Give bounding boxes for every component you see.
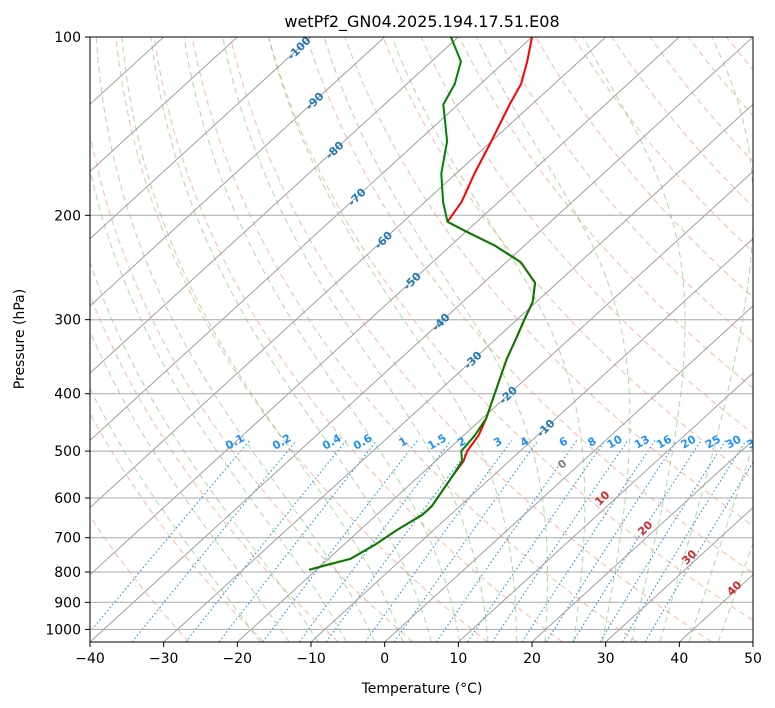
moist-adiabat — [90, 329, 290, 642]
y-tick-label: 800 — [54, 565, 81, 581]
y-tick-label: 100 — [54, 30, 81, 46]
y-tick-label: 600 — [54, 491, 81, 507]
isotherm — [90, 37, 753, 642]
moist-adiabat — [90, 387, 261, 642]
mixing-ratio-line — [644, 461, 753, 642]
x-tick-label: 30 — [597, 651, 615, 667]
moist-adiabat — [659, 37, 753, 642]
x-tick-label: −40 — [75, 651, 105, 667]
x-axis-label: Temperature (°C) — [361, 681, 483, 697]
dry-adiabat — [191, 37, 638, 642]
mixing-ratio-line — [572, 440, 702, 642]
y-tick-label: 500 — [54, 444, 81, 460]
dry-adiabat — [153, 37, 563, 642]
isotherm — [90, 37, 680, 576]
moist-adiabat — [90, 260, 319, 642]
moist-adiabat — [582, 37, 686, 642]
isotherm — [90, 37, 533, 442]
moist-adiabat — [222, 37, 489, 642]
dry-adiabat — [90, 412, 264, 642]
mixing-ratio-line — [467, 440, 606, 642]
isotherm — [163, 103, 753, 642]
moist-adiabat — [268, 37, 517, 642]
moist-adiabat — [183, 37, 461, 642]
plot-area: -100-90-80-70-60-50-40-30-20-100.1 0.2 0.4… — [90, 37, 764, 642]
y-tick-label: 900 — [54, 595, 81, 611]
isotherm — [90, 37, 607, 509]
mixing-ratio-label: 36 — [744, 432, 764, 451]
moist-adiabat — [95, 37, 376, 642]
moist-adiabat — [121, 37, 404, 642]
mixing-ratio-line — [545, 440, 678, 642]
dry-adiabat — [90, 515, 190, 642]
moist-adiabat — [717, 542, 753, 642]
plot-frame — [89, 36, 754, 643]
dry-adiabat — [306, 37, 753, 574]
axes: −40 −30 −20 −10 0 10 20 30 40 50 1000 900 800 700 600 5… — [45, 30, 762, 667]
y-tick-label: 300 — [54, 313, 81, 329]
isotherm — [605, 506, 753, 642]
dry-adiabat — [90, 131, 414, 642]
chart-title: wetPf2_GN04.2025.194.17.51.E08 — [284, 12, 559, 32]
moist-adiabat — [150, 37, 432, 642]
y-tick-label: 200 — [54, 208, 81, 224]
moist-adiabat — [90, 167, 347, 642]
y-tick-label: 700 — [54, 531, 81, 547]
dewpoint-profile — [308, 37, 537, 571]
isotherm — [90, 37, 238, 173]
isotherm — [90, 37, 312, 240]
x-tick-label: 40 — [670, 651, 688, 667]
x-tick-label: −10 — [296, 651, 326, 667]
isotherm — [384, 305, 753, 642]
dry-adiabat — [535, 37, 753, 298]
moist-adiabat — [391, 37, 586, 642]
dry-adiabat — [268, 37, 753, 622]
moist-adiabat — [688, 443, 753, 642]
mixing-ratio-line — [90, 440, 251, 633]
mixing-ratio-line — [131, 440, 297, 642]
x-tick-label: −30 — [149, 651, 179, 667]
mixing-ratio-line — [364, 440, 512, 642]
mixing-ratio-line — [491, 440, 629, 642]
moist-adiabat — [475, 37, 631, 642]
x-tick-label: −20 — [223, 651, 253, 667]
isotherm — [310, 237, 753, 642]
isotherm — [90, 37, 459, 374]
mixing-ratio-line — [621, 440, 747, 642]
y-tick-label: 400 — [54, 387, 81, 403]
isotherm — [90, 37, 386, 307]
isotherm — [531, 439, 753, 642]
x-tick-label: 10 — [449, 651, 467, 667]
mixing-ratio-line — [435, 440, 578, 642]
mixing-ratio-line — [599, 440, 727, 642]
mixing-ratio-line — [218, 440, 378, 642]
mixing-ratio-line — [325, 440, 476, 642]
y-axis-label: Pressure (hPa) — [12, 289, 28, 389]
x-tick-label: 50 — [744, 651, 762, 667]
dry-adiabat — [496, 37, 753, 344]
mixing-ratio-line — [521, 440, 656, 642]
x-tick-label: 20 — [523, 651, 541, 667]
x-tick-label: 0 — [380, 651, 389, 667]
dry-adiabat — [115, 37, 488, 642]
isotherm — [236, 170, 753, 642]
isotherm — [457, 372, 753, 642]
moist-adiabat — [323, 37, 548, 642]
y-tick-label: 1000 — [45, 622, 81, 638]
